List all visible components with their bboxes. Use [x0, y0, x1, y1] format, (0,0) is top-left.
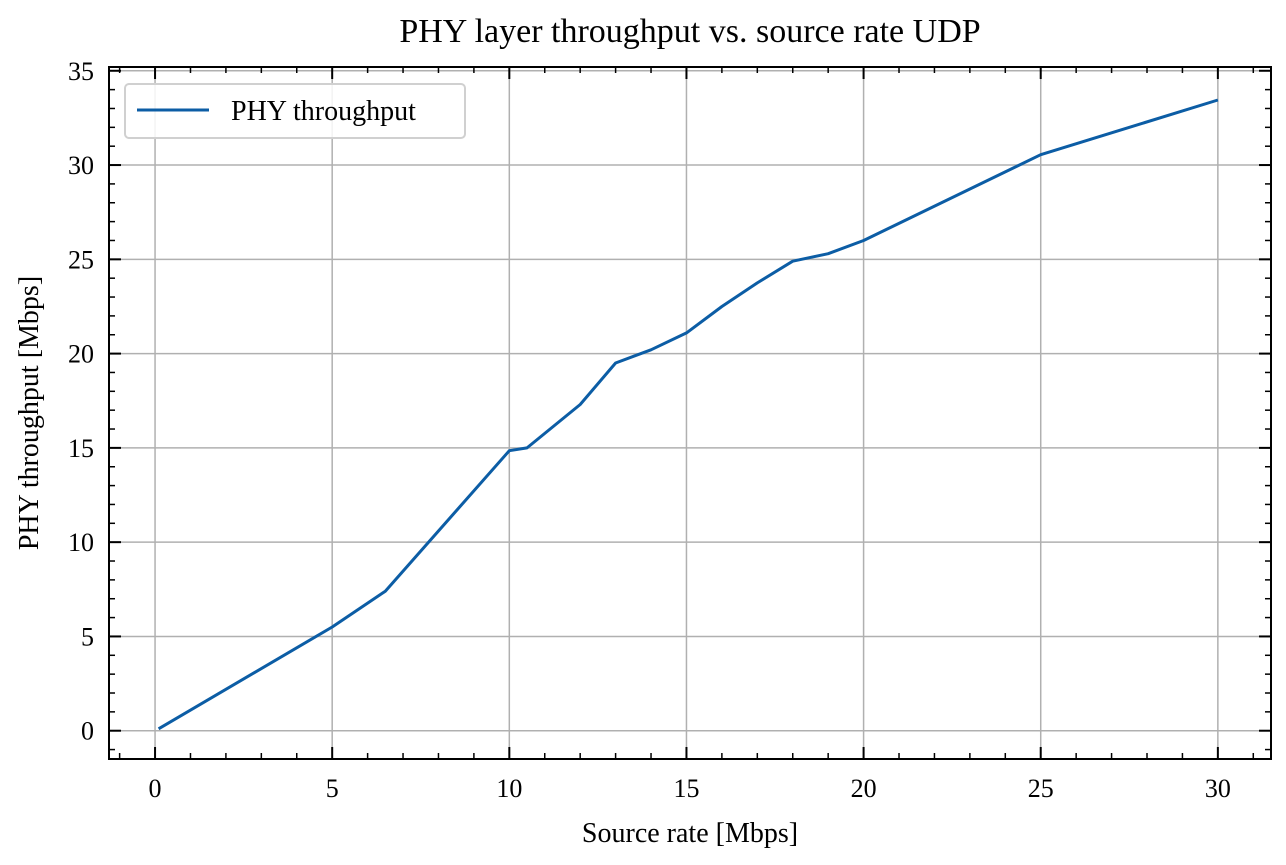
chart-title: PHY layer throughput vs. source rate UDP: [399, 13, 980, 50]
y-tick-label: 5: [81, 622, 94, 651]
x-tick-labels: 0 5 10 15 20 25 30: [149, 774, 1231, 803]
series-line-phy-throughput: [157, 98, 1219, 731]
legend: PHY throughput: [124, 83, 466, 139]
x-tick-label: 20: [851, 774, 877, 803]
y-tick-label: 35: [68, 57, 94, 86]
y-tick-label: 25: [68, 245, 94, 274]
y-tick-label: 30: [68, 151, 94, 180]
x-tick-label: 10: [496, 774, 522, 803]
x-tick-label: 5: [326, 774, 339, 803]
x-tick-label: 25: [1028, 774, 1054, 803]
x-axis-label: Source rate [Mbps]: [582, 818, 798, 849]
y-axis-label: PHY throughput [Mbps]: [14, 276, 45, 550]
series-layer: [157, 98, 1219, 731]
x-tick-label: 15: [673, 774, 699, 803]
plot-frame: [108, 66, 1272, 760]
tick-marks: [109, 67, 1271, 759]
y-tick-label: 15: [68, 434, 94, 463]
y-tick-labels: 0 5 10 15 20 25 30 35: [68, 57, 94, 746]
legend-label: PHY throughput: [231, 96, 416, 127]
y-tick-label: 10: [68, 528, 94, 557]
grid: [109, 67, 1271, 759]
x-tick-label: 30: [1205, 774, 1231, 803]
legend-box: [124, 83, 466, 139]
y-tick-label: 0: [81, 717, 94, 746]
x-tick-label: 0: [149, 774, 162, 803]
y-tick-label: 20: [68, 340, 94, 369]
